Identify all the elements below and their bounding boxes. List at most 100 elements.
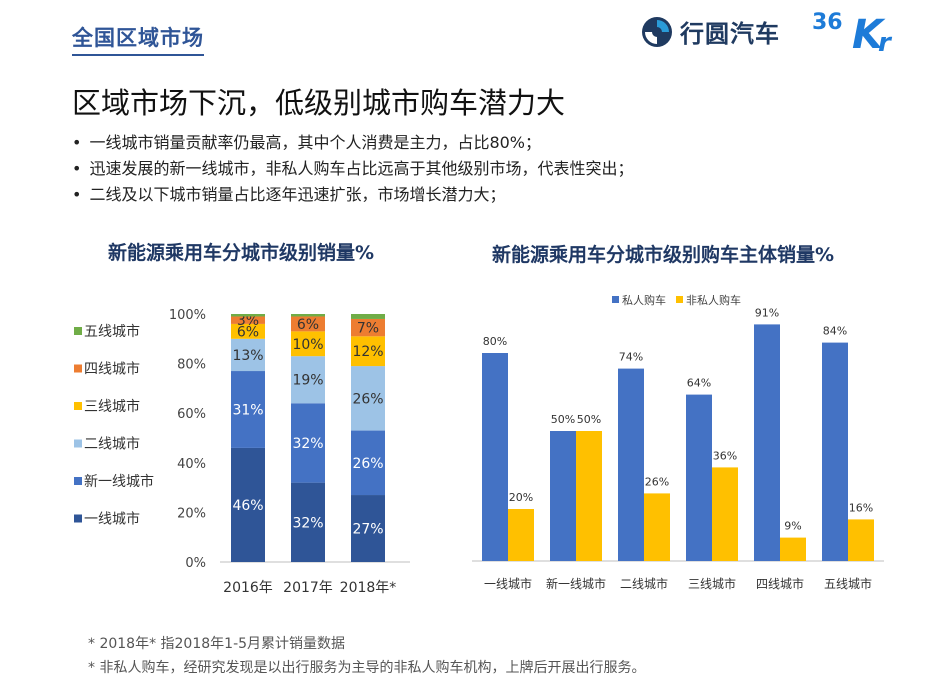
footnote: * 2018年* 指2018年1-5月累计销量数据 xyxy=(88,636,346,652)
bar-segment xyxy=(351,495,385,562)
bar xyxy=(482,353,508,561)
bar xyxy=(848,519,874,561)
x-tick-label: 2018年* xyxy=(340,580,397,596)
x-tick-label: 二线城市 xyxy=(620,576,668,591)
data-label: 20% xyxy=(509,491,533,504)
data-label: 26% xyxy=(352,456,383,472)
legend-label: 二线城市 xyxy=(84,436,140,453)
bar-segment xyxy=(291,316,325,332)
x-tick-label: 三线城市 xyxy=(688,576,736,591)
brand-logo: 行圆汽车 xyxy=(640,14,780,49)
data-label: 64% xyxy=(687,377,711,390)
data-label: 74% xyxy=(619,351,643,364)
bar-segment xyxy=(231,316,265,324)
data-label: 7% xyxy=(357,321,379,337)
legend-label: 一线城市 xyxy=(84,511,140,528)
bar-segment xyxy=(351,314,385,319)
legend-swatch xyxy=(74,402,82,410)
bar xyxy=(550,431,576,561)
x-tick-label: 新一线城市 xyxy=(546,576,606,591)
bar-segment xyxy=(231,447,265,562)
legend-label: 非私人购车 xyxy=(686,293,741,307)
chart-2-title: 新能源乘用车分城市级别购车主体销量% xyxy=(492,244,835,266)
legend-swatch xyxy=(74,327,82,335)
data-label: 3% xyxy=(237,313,259,329)
brand-name: 行圆汽车 xyxy=(680,20,780,48)
bar-segment xyxy=(231,323,265,339)
bar-segment xyxy=(351,318,385,337)
data-label: 50% xyxy=(577,413,601,426)
legend-swatch xyxy=(74,477,82,485)
bar-segment xyxy=(291,331,325,357)
bar xyxy=(780,537,806,561)
bar xyxy=(508,509,534,561)
bar-segment xyxy=(291,356,325,404)
x-tick-label: 五线城市 xyxy=(824,576,872,591)
legend-swatch xyxy=(74,514,82,523)
x-tick-label: 一线城市 xyxy=(484,576,532,591)
data-label: 32% xyxy=(292,436,323,452)
footnote: * 非私人购车，经研究发现是以出行服务为主导的非私人购车机构，上牌后开展出行服务… xyxy=(88,660,646,676)
bar-segment xyxy=(231,371,265,448)
y-tick-label: 80% xyxy=(177,358,206,373)
data-label: 16% xyxy=(849,501,873,514)
data-label: 10% xyxy=(292,337,323,353)
legend-label: 新一线城市 xyxy=(84,473,154,490)
data-label: 91% xyxy=(755,306,779,319)
data-label: 19% xyxy=(292,373,323,389)
data-label: 46% xyxy=(232,498,263,514)
data-label: 12% xyxy=(352,344,383,360)
data-label: 31% xyxy=(232,402,263,418)
data-label: 6% xyxy=(297,317,319,333)
legend-label: 私人购车 xyxy=(622,293,666,307)
grouped-bar-chart: 私人购车 非私人购车 80% 20% 一线城市 50% 50% 新一线城市 74% 26% 二线城市… xyxy=(472,293,884,591)
legend-label: 三线城市 xyxy=(84,398,140,415)
bar xyxy=(822,342,848,561)
bar-segment xyxy=(291,482,325,562)
data-label: 36% xyxy=(713,449,737,462)
bar-segment xyxy=(351,336,385,367)
x-tick-label: 2016年 xyxy=(223,580,273,596)
chart-1-title: 新能源乘用车分城市级别销量% xyxy=(108,242,375,264)
bullet-item: 二线及以下城市销量占比逐年迅速扩张，市场增长潜力大； xyxy=(72,182,633,208)
x-tick-label: 2017年 xyxy=(283,580,333,596)
data-label: 13% xyxy=(232,348,263,364)
bar xyxy=(686,394,712,561)
bullet-item: 一线城市销量贡献率仍最高，其中个人消费是主力，占比80%； xyxy=(72,130,633,156)
bar-segment xyxy=(231,338,265,372)
bar xyxy=(712,467,738,561)
bar-segment xyxy=(351,366,385,431)
bar-segment xyxy=(231,314,265,317)
y-tick-label: 40% xyxy=(177,457,206,472)
legend-label: 四线城市 xyxy=(84,361,140,378)
legend-label: 五线城市 xyxy=(84,323,140,340)
bar xyxy=(754,324,780,561)
legend-swatch xyxy=(612,296,619,303)
bar-segment xyxy=(291,403,325,483)
data-label: 27% xyxy=(352,522,383,538)
legend-swatch xyxy=(74,439,82,448)
legend-swatch xyxy=(74,364,82,373)
x-tick-label: 四线城市 xyxy=(756,576,804,591)
data-label: 26% xyxy=(352,391,383,407)
bar-segment xyxy=(291,314,325,317)
data-label: 6% xyxy=(237,324,259,340)
stacked-bar-chart: 0%20%40%60%80%100%46%31%13%6%3%2016年32%3… xyxy=(74,308,410,596)
section-title: 全国区域市场 xyxy=(72,22,204,56)
data-label: 9% xyxy=(784,520,801,533)
bullet-item: 迅速发展的新一线城市，非私人购车占比远高于其他级别市场，代表性突出； xyxy=(72,156,633,182)
legend-swatch xyxy=(676,296,683,303)
bar xyxy=(576,431,602,561)
footnotes: * 2018年* 指2018年1-5月累计销量数据 * 非私人购车，经研究发现是… xyxy=(88,632,645,680)
y-tick-label: 0% xyxy=(185,556,206,571)
page-headline: 区域市场下沉，低级别城市购车潜力大 xyxy=(72,86,566,120)
data-label: 26% xyxy=(645,475,669,488)
bar-segment xyxy=(351,430,385,496)
data-label: 84% xyxy=(823,325,847,338)
y-tick-label: 20% xyxy=(177,506,206,521)
y-tick-label: 60% xyxy=(177,407,206,422)
bar xyxy=(618,368,644,561)
bullet-list: 一线城市销量贡献率仍最高，其中个人消费是主力，占比80%； 迅速发展的新一线城市… xyxy=(72,130,633,208)
y-tick-label: 100% xyxy=(169,308,206,323)
data-label: 32% xyxy=(292,515,323,531)
